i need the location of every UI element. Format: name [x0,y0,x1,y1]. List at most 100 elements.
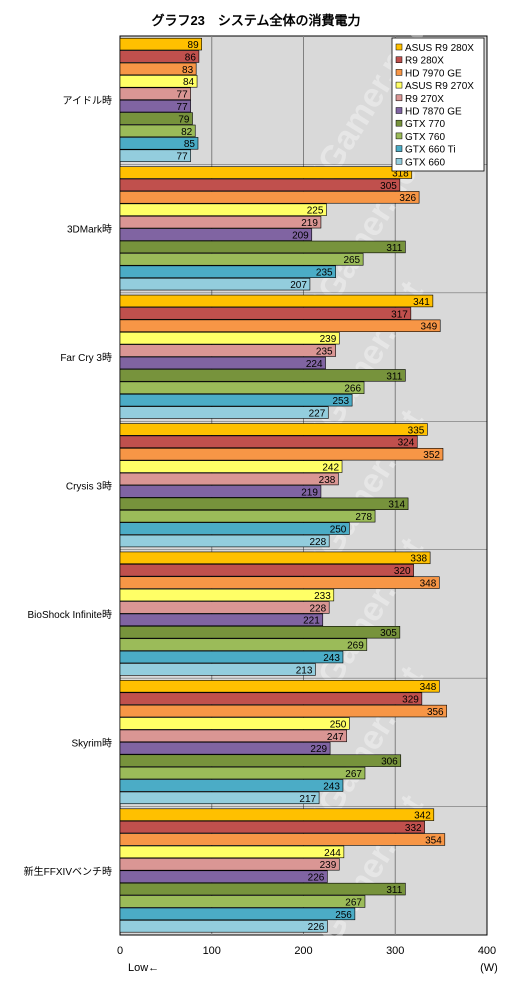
bar [119,203,327,216]
value-label: 317 [391,309,408,320]
legend-swatch [395,69,403,76]
bar [119,406,329,419]
bar [119,680,440,693]
value-label: 332 [405,823,422,834]
value-label: 243 [323,653,340,664]
bar [119,509,376,523]
x-tick-label: 400 [478,945,496,957]
legend-swatch [395,132,403,140]
value-label: 253 [332,396,349,407]
bar [119,381,365,394]
value-label: 224 [306,359,323,370]
bar [119,369,406,382]
bar [119,99,191,113]
category-label: Far Cry 3時 [60,352,112,364]
bar [119,497,409,510]
bar [119,62,197,76]
bar [119,663,316,676]
bar [119,717,350,730]
value-label: 342 [414,811,431,822]
bar [119,460,343,473]
bar [119,820,425,834]
value-label: 356 [427,707,444,718]
value-label: 352 [423,450,440,461]
value-label: 79 [178,114,190,125]
value-label: 84 [183,77,195,88]
bar [119,124,196,138]
bar [119,638,368,651]
value-label: 243 [323,781,340,792]
value-label: 209 [292,230,309,241]
value-label: 306 [381,757,398,768]
value-label: 265 [343,255,360,266]
bar [119,754,402,767]
bar [119,228,313,241]
bar [119,75,198,88]
bar [119,435,418,448]
bar [119,858,340,871]
bar [119,534,330,548]
bar [119,779,344,792]
value-label: 77 [177,102,189,113]
legend-swatch [395,56,403,63]
value-label: 217 [299,794,316,805]
bar [119,845,345,859]
bar [119,833,446,846]
chart-title: グラフ23 システム全体の消費電力 [151,13,361,28]
value-label: 311 [386,243,402,254]
bar [119,907,356,921]
value-label: 247 [327,732,344,743]
bar [119,37,202,51]
value-label: 250 [330,719,347,730]
value-label: 89 [188,40,200,51]
bar [119,920,328,933]
bar [119,729,347,743]
value-label: 225 [307,206,324,217]
value-label: 238 [319,475,336,486]
legend-label: R9 280X [405,56,444,67]
value-label: 233 [314,591,331,602]
value-label: 228 [310,603,327,614]
bar [119,564,414,577]
value-label: 329 [402,695,419,706]
bar [119,692,423,705]
bar [119,149,191,162]
category-label: BioShock Infinite時 [28,609,113,621]
legend-swatch [395,158,403,165]
legend-label: GTX 660 [405,157,445,168]
value-label: 341 [413,297,430,308]
value-label: 305 [380,181,397,192]
category-label: アイドル時 [63,95,113,107]
value-label: 269 [347,641,364,652]
bar [119,485,322,498]
unit-label: (W) [480,962,498,974]
value-label: 244 [324,848,341,859]
value-label: 235 [316,346,333,357]
value-label: 338 [410,554,427,565]
value-label: 349 [421,322,438,333]
bar [119,356,326,370]
value-label: 348 [420,579,437,590]
legend-label: HD 7970 GE [405,68,462,79]
bar [119,766,366,780]
value-label: 221 [303,616,320,627]
bar [119,870,328,883]
bar [119,331,340,345]
value-label: 324 [398,438,415,449]
legend-label: R9 270X [405,94,444,105]
bar [119,137,199,150]
bar [119,294,434,308]
legend-label: GTX 760 [405,132,445,143]
bar [119,191,420,204]
value-label: 228 [310,537,327,548]
bar [119,882,406,896]
bar [119,423,428,436]
legend-swatch [395,119,403,127]
bar [119,166,413,179]
category-label: 3DMark時 [67,224,112,236]
value-label: 318 [392,168,409,179]
bar [119,551,431,565]
bar [119,277,311,291]
value-label: 219 [301,218,318,229]
